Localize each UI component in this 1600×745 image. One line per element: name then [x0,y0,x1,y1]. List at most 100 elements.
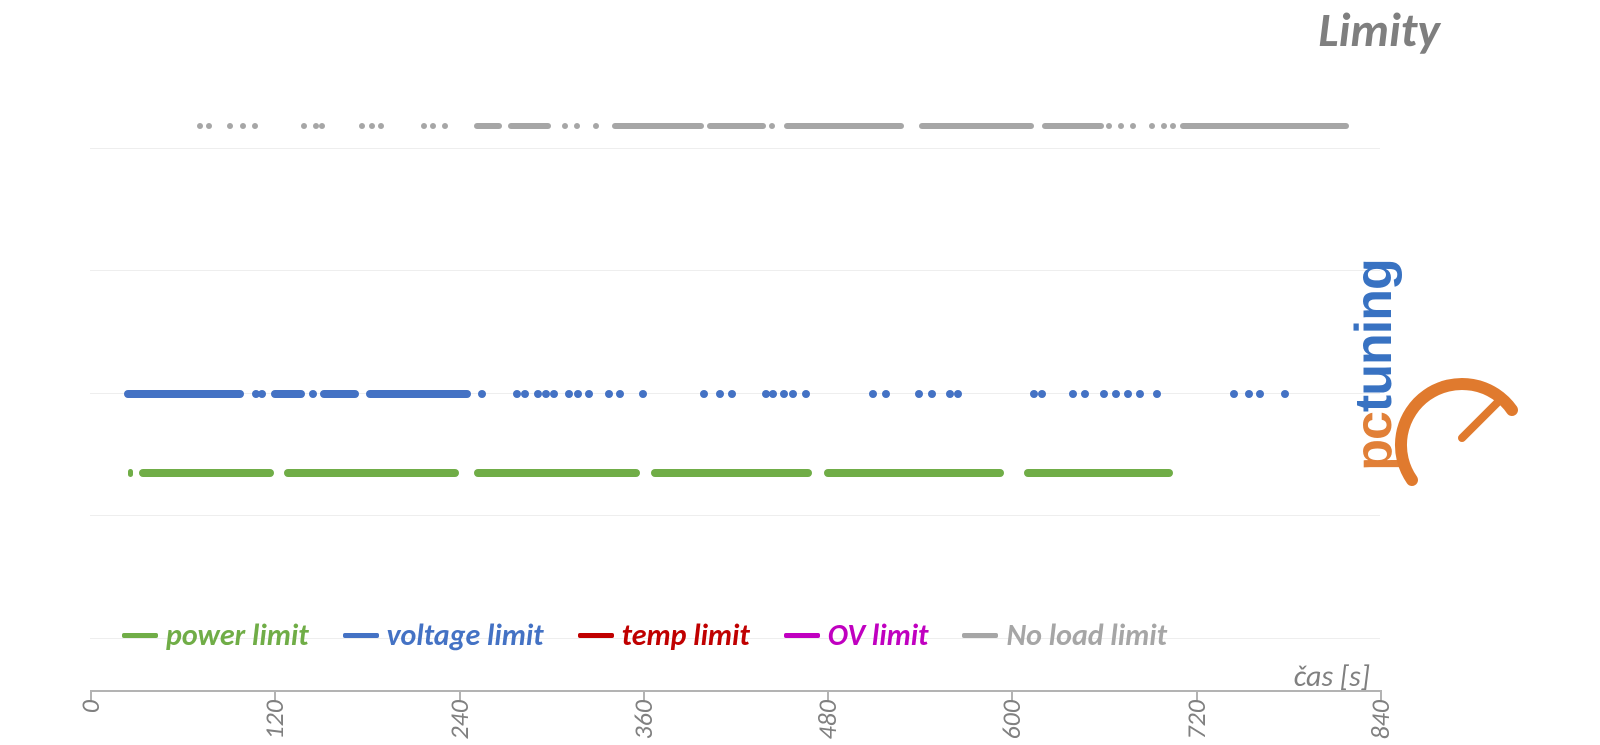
logo-arc-icon [1392,360,1532,500]
series-point [227,123,233,129]
series-segment [271,390,305,398]
x-tick-label: 360 [627,700,659,740]
series-segment [139,469,274,477]
series-point [359,123,365,129]
x-tick-label: 120 [258,700,290,740]
series-point [593,123,599,129]
series-point [700,390,708,398]
series-point [928,390,936,398]
legend-swatch [784,633,820,638]
series-point [206,123,212,129]
series-point [1038,390,1046,398]
series-point [319,123,325,129]
series-point [430,123,436,129]
series-point [301,123,307,129]
series-point [542,390,550,398]
legend-label: OV limit [828,617,929,654]
gridline [90,148,1380,149]
series-point [1118,123,1124,129]
legend: power limit voltage limit temp limit OV lim… [122,617,1167,654]
series-point [780,390,788,398]
series-point [882,390,890,398]
series-point [946,390,954,398]
series-point [616,390,624,398]
legend-item-voltage: voltage limit [343,617,544,654]
series-point [1136,390,1144,398]
series-point [802,390,810,398]
series-segment [474,123,502,129]
x-axis-title: čas [s] [1294,658,1370,695]
series-point [605,390,613,398]
series-point [369,123,375,129]
series-point [313,123,319,129]
series-segment [320,390,358,398]
x-tick-label: 600 [995,700,1027,740]
series-segment [124,390,244,398]
series-point [1100,390,1108,398]
series-point [954,390,962,398]
series-point [728,390,736,398]
series-point [562,123,568,129]
series-segment [612,123,704,129]
legend-label: No load limit [1006,617,1167,654]
series-point [240,123,246,129]
legend-label: power limit [166,617,309,654]
series-point [550,390,558,398]
series-point [1130,123,1136,129]
gridline [90,270,1380,271]
series-point [1245,390,1253,398]
legend-label: temp limit [622,617,750,654]
legend-swatch [343,633,379,638]
plot-area [90,60,1380,692]
legend-item-ov: OV limit [784,617,929,654]
series-point [1069,390,1077,398]
legend-swatch [578,633,614,638]
chart-container: Limity čas [s] power limit voltage limit t… [0,0,1600,745]
series-point [769,123,775,129]
series-point [1124,390,1132,398]
series-point [789,390,797,398]
series-point [521,390,529,398]
legend-item-noload: No load limit [962,617,1167,654]
series-point [442,123,448,129]
legend-item-power: power limit [122,617,309,654]
series-segment [1024,469,1173,477]
series-point [1170,123,1176,129]
series-point [1161,123,1167,129]
series-segment [784,123,904,129]
series-segment [1180,123,1349,129]
series-point [378,123,384,129]
series-point [869,390,877,398]
series-point [258,390,266,398]
x-tick-label: 240 [443,700,475,740]
series-point [197,123,203,129]
series-segment [707,123,765,129]
series-segment [1042,123,1103,129]
series-point [1106,123,1112,129]
series-point [421,123,427,129]
x-tick-label: 720 [1180,700,1212,740]
series-point [1256,390,1264,398]
x-tick-label: 480 [811,700,843,740]
series-point [1153,390,1161,398]
series-point [513,390,521,398]
series-point [574,390,582,398]
series-point [252,123,258,129]
x-tick-label: 840 [1364,700,1396,740]
series-segment [919,123,1034,129]
gridline [90,515,1380,516]
series-point [1230,390,1238,398]
series-point [585,390,593,398]
series-point [1112,390,1120,398]
chart-title: Limity [1318,0,1440,59]
series-point [769,390,777,398]
series-segment [474,469,640,477]
series-point [716,390,724,398]
series-point [639,390,647,398]
series-segment [128,469,133,477]
legend-swatch [122,633,158,638]
series-point [478,390,486,398]
series-segment [366,390,470,398]
series-segment [284,469,459,477]
series-point [309,390,317,398]
